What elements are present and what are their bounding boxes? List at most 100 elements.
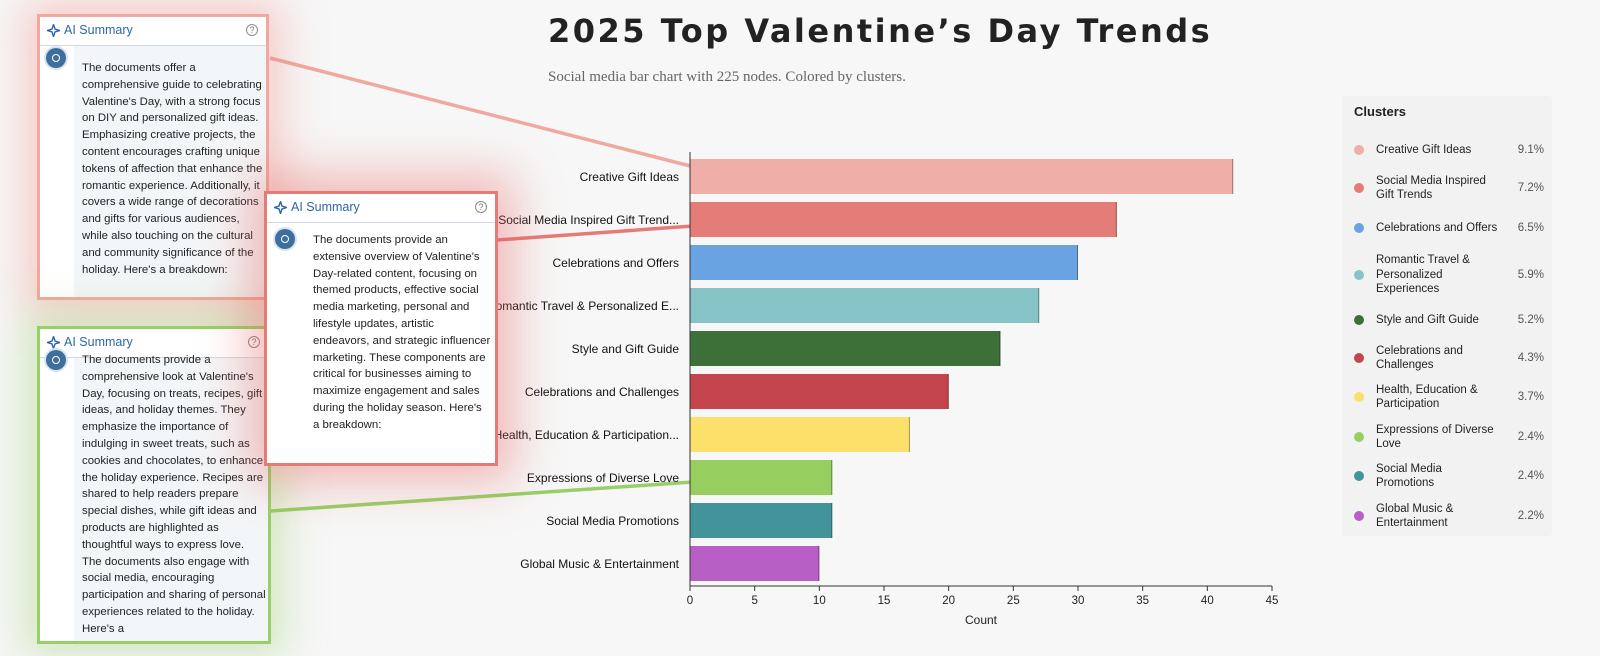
legend-swatch [1354,511,1364,521]
x-axis: 0 5 10 15 20 25 30 35 40 45 Count [687,152,1279,627]
x-tick-label: 35 [1136,595,1149,607]
legend-label: Romantic Travel & Personalized Experienc… [1376,254,1470,296]
legend-label: Social Media Inspired Gift Trends [1376,174,1486,202]
legend-swatch [1354,223,1364,233]
legend-label: Health, Education & Participation [1376,383,1478,411]
x-tick-label: 40 [1201,595,1214,607]
legend-percentage: 5.2% [1517,314,1544,326]
summary-connectors [269,56,701,513]
x-tick-label: 0 [687,595,693,607]
help-icon[interactable]: ? [475,201,487,213]
legend-percentage: 2.4% [1517,431,1544,443]
legend-item[interactable]: Health, Education & Participation 3.7% [1354,383,1550,412]
legend-label: Social Media Promotions [1376,462,1442,490]
legend-label: Celebrations and Offers [1376,221,1498,234]
summary-text: The documents offer a comprehensive guid… [82,62,263,276]
legend-item[interactable]: Social Media Inspired Gift Trends 7.2% [1354,174,1550,203]
legend-label: Style and Gift Guide [1376,313,1479,326]
legend-swatch [1354,392,1364,402]
legend: Clusters Creative Gift Ideas 9.1% Social M… [1342,96,1552,536]
legend-item[interactable]: Creative Gift Ideas 9.1% [1354,143,1550,158]
connector-line [496,223,701,242]
summary-body: The documents offer a comprehensive guid… [46,46,266,297]
legend-item[interactable]: Global Music & Entertainment 2.2% [1354,502,1550,531]
legend-percentage: 6.5% [1517,222,1544,234]
help-icon[interactable]: ? [248,336,260,348]
category-label: Romantic Travel & Personalized E... [487,299,679,313]
summary-header: AI Summary ? [40,329,268,358]
x-axis-label: Count [965,613,998,627]
bar[interactable] [690,460,833,495]
legend-item[interactable]: Celebrations and Offers 6.5% [1354,221,1550,236]
summary-panel-treats[interactable]: AI Summary ? The documents provide a com… [37,326,271,644]
help-icon[interactable]: ? [246,24,258,36]
category-labels: Creative Gift Ideas Social Media Inspired… [487,170,680,571]
legend-percentage: 4.3% [1517,352,1544,364]
summary-body: The documents provide an extensive overv… [267,223,495,463]
x-tick-label: 5 [751,595,757,607]
legend-item[interactable]: Style and Gift Guide 5.2% [1354,313,1550,328]
bars-group [690,159,1234,581]
ai-sparkle-icon [47,24,60,37]
bar[interactable] [690,374,949,409]
x-tick-label: 20 [942,595,955,607]
bar[interactable] [690,288,1040,323]
legend-swatch [1354,471,1364,481]
bar[interactable] [690,503,833,538]
legend-swatch [1354,183,1364,193]
category-label: Social Media Promotions [546,514,679,528]
category-label: Celebrations and Offers [552,256,679,270]
legend-swatch [1354,353,1364,363]
bar[interactable] [690,202,1117,237]
ai-avatar-icon [46,48,66,68]
ai-sparkle-icon [47,336,60,349]
legend-swatch [1354,270,1364,280]
bar[interactable] [690,546,820,581]
legend-item[interactable]: Romantic Travel & Personalized Experienc… [1354,253,1550,297]
connector-line [269,56,701,171]
summary-text: The documents provide an extensive overv… [313,234,491,431]
category-label: Global Music & Entertainment [520,557,679,571]
summary-text: The documents provide a comprehensive lo… [82,354,266,635]
category-label: Celebrations and Challenges [525,385,679,399]
summary-panel-social-media[interactable]: AI Summary ? The documents provide an ex… [264,191,498,466]
summary-header-label: AI Summary [64,23,133,37]
x-tick-label: 30 [1072,595,1085,607]
summary-header-label: AI Summary [291,200,360,214]
legend-percentage: 3.7% [1517,391,1544,403]
bar[interactable] [690,417,910,452]
legend-label: Global Music & Entertainment [1376,502,1454,530]
category-label: Expressions of Diverse Love [527,471,679,485]
ai-avatar-icon [46,350,66,370]
ai-avatar-icon [275,229,295,249]
legend-percentage: 5.9% [1517,269,1544,281]
legend-percentage: 2.4% [1517,470,1544,482]
legend-swatch [1354,145,1364,155]
summary-header: AI Summary ? [40,17,266,46]
x-tick-label: 10 [813,595,826,607]
legend-percentage: 7.2% [1517,182,1544,194]
legend-title: Clusters [1354,104,1407,119]
legend-item[interactable]: Celebrations and Challenges 4.3% [1354,344,1550,373]
x-tick-label: 45 [1266,595,1279,607]
chart-subtitle: Social media bar chart with 225 nodes. C… [548,69,906,85]
category-label: Style and Gift Guide [572,342,680,356]
legend-swatch [1354,315,1364,325]
chart-title: 2025 Top Valentine’s Day Trends [548,12,1213,50]
category-label: Creative Gift Ideas [580,170,679,184]
summary-body: The documents provide a comprehensive lo… [46,350,268,641]
legend-swatch [1354,432,1364,442]
summary-panel-creative[interactable]: AI Summary ? The documents offer a compr… [37,14,269,300]
category-label: Health, Education & Participation... [494,428,679,442]
legend-item[interactable]: Social Media Promotions 2.4% [1354,462,1550,491]
legend-item[interactable]: Expressions of Diverse Love 2.4% [1354,423,1550,452]
bar[interactable] [690,331,1001,366]
bar[interactable] [690,245,1078,280]
category-label: Social Media Inspired Gift Trend... [498,213,679,227]
x-tick-label: 15 [878,595,891,607]
x-tick-label: 25 [1007,595,1020,607]
bar[interactable] [690,159,1234,194]
legend-label: Creative Gift Ideas [1376,143,1472,156]
summary-header: AI Summary ? [267,194,495,223]
